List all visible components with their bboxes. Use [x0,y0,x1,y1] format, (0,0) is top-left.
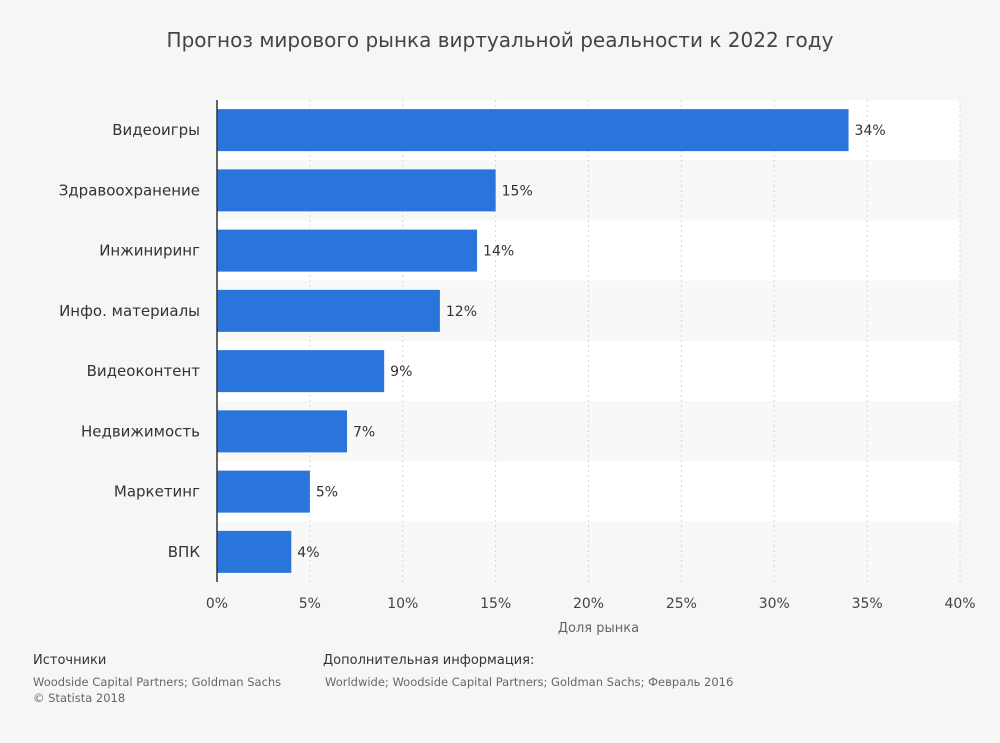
value-label: 5% [316,485,338,501]
sources-heading: Источники [33,653,107,668]
x-tick-label: 25% [666,596,697,612]
category-label: Видеоигры [112,121,200,139]
value-label: 4% [297,545,319,561]
value-label: 15% [502,183,533,199]
info-heading: Дополнительная информация: [323,653,535,668]
bar-3 [217,229,478,272]
value-label: 14% [483,244,514,260]
category-label: Маркетинг [114,483,200,501]
category-label: Инфо. материалы [59,302,200,320]
bar-8 [217,530,292,573]
value-label: 9% [390,364,412,380]
bars [217,109,849,573]
bar-chart: Видеоигры Здравоохранение Инжиниринг Инфо. … [59,100,976,636]
category-label: Видеоконтент [87,362,201,380]
value-label: 12% [446,304,477,320]
sources-line: Woodside Capital Partners; Goldman Sachs [33,675,282,689]
x-tick-label: 10% [387,596,418,612]
value-label: 34% [855,123,886,139]
x-tick-label: 5% [299,596,321,612]
category-label: Инжиниринг [99,242,200,260]
bar-5 [217,350,385,393]
x-tick-label: 30% [759,596,790,612]
x-tick-label: 15% [480,596,511,612]
x-tick-label: 40% [944,596,975,612]
value-label: 7% [353,424,375,440]
x-tick-label: 0% [206,596,228,612]
value-labels: 34% 15% 14% 12% 9% 7% 5% 4% [297,123,885,561]
info-line: Worldwide; Woodside Capital Partners; Go… [325,675,734,689]
bar-7 [217,470,310,513]
bar-6 [217,410,348,453]
category-label: Здравоохранение [59,181,200,199]
category-label: ВПК [168,543,201,561]
x-tick-label: 35% [852,596,883,612]
bar-2 [217,169,496,212]
x-tick-label: 20% [573,596,604,612]
x-axis-title: Доля рынка [558,621,639,636]
x-tick-labels: 0% 5% 10% 15% 20% 25% 30% 35% 40% [206,596,976,612]
copyright-line[interactable]: © Statista 2018 [33,691,126,705]
chart-title: Прогноз мирового рынка виртуальной реаль… [166,28,834,52]
bar-4 [217,289,440,332]
bar-1 [217,109,849,152]
category-labels: Видеоигры Здравоохранение Инжиниринг Инфо. … [59,121,201,561]
category-label: Недвижимость [81,422,200,440]
